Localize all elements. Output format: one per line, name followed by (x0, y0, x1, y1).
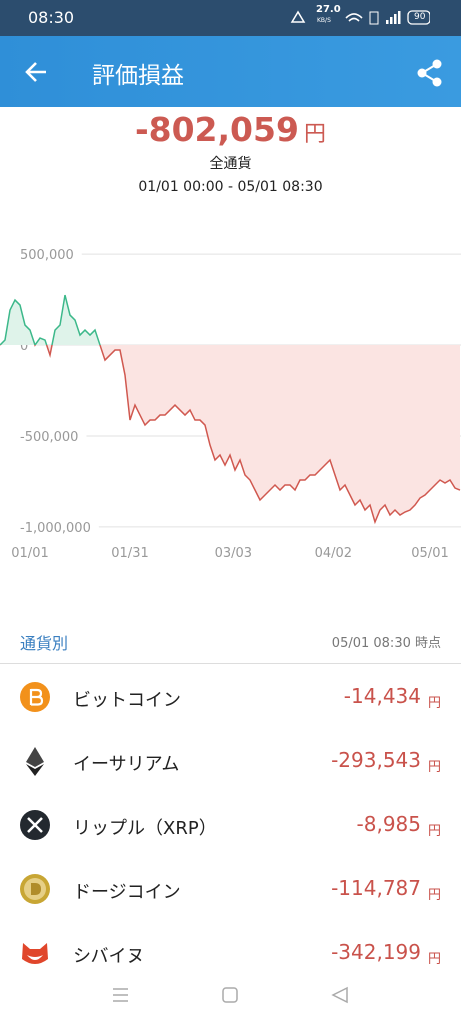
currency-row[interactable]: イーサリアム -293,543 円 (0, 744, 461, 784)
coin-pl: -14,434 (343, 684, 421, 708)
y-tick-label: -1,000,000 (20, 521, 91, 536)
app-bar: 評価損益 (0, 36, 461, 107)
y-tick-label: 0 (20, 339, 28, 354)
x-tick-label: 01/31 (111, 546, 148, 561)
divider (0, 663, 461, 664)
coin-icon (22, 943, 48, 964)
status-icons (290, 10, 430, 25)
coin-unit: 円 (427, 760, 441, 775)
y-tick-label: -500,000 (20, 430, 78, 445)
currency-row[interactable]: リップル（XRP） -8,985 円 (0, 808, 461, 848)
coin-icon (26, 747, 44, 776)
x-tick-label: 04/02 (315, 546, 352, 561)
currency-row[interactable]: ドージコイン -114,787 円 (0, 872, 461, 912)
net-speed: 27.0 (316, 4, 341, 15)
x-tick-label: 01/01 (11, 546, 48, 561)
coin-unit: 円 (427, 824, 441, 839)
period-label: 01/01 00:00 - 05/01 08:30 (138, 179, 323, 195)
coin-unit: 円 (427, 696, 441, 711)
coin-pl: -342,199 (331, 940, 421, 964)
x-tick-label: 05/01 (411, 546, 448, 561)
back-button[interactable] (24, 60, 48, 84)
coin-pl: -8,985 (356, 812, 421, 836)
currency-row[interactable]: ビットコイン -14,434 円 (0, 680, 461, 720)
coin-name: ビットコイン (73, 690, 181, 711)
coin-unit: 円 (427, 952, 441, 967)
currency-row[interactable]: シバイヌ -342,199 円 (0, 936, 461, 976)
coin-icon (20, 874, 50, 904)
nav-bar (113, 986, 348, 1004)
total-amount: -802,059 (134, 110, 299, 149)
net-speed-unit: KB/S (317, 17, 331, 24)
area-fill (0, 295, 460, 523)
battery-level: 90 (414, 12, 426, 22)
share-button[interactable] (416, 59, 444, 87)
coin-pl: -293,543 (331, 748, 421, 772)
section-title: 通貨別 (20, 634, 69, 653)
as-of: 05/01 08:30 時点 (331, 636, 441, 651)
coin-name: ドージコイン (73, 882, 181, 903)
y-tick-label: 500,000 (20, 248, 74, 263)
coin-unit: 円 (427, 888, 441, 903)
total-unit: 円 (304, 122, 327, 147)
coin-name: リップル（XRP） (73, 818, 217, 839)
coin-name: シバイヌ (73, 946, 145, 967)
coin-icon (20, 682, 50, 712)
x-tick-label: 03/03 (215, 546, 252, 561)
clock: 08:30 (28, 8, 75, 27)
status-bar: 08:30 27.0 KB/S 90 (0, 0, 461, 36)
coin-pl: -114,787 (331, 876, 421, 900)
summary: -802,059 円 全通貨 01/01 00:00 - 05/01 08:30 (0, 110, 461, 195)
coin-name: イーサリアム (73, 754, 180, 775)
coin-icon (20, 810, 50, 840)
line (0, 294, 461, 525)
screen-title: 評価損益 (92, 63, 184, 89)
chart: 500,000 0 -500,000 -1,000,000 01/01 01/31 03/0… (0, 248, 461, 561)
scope-label: 全通貨 (209, 156, 252, 172)
